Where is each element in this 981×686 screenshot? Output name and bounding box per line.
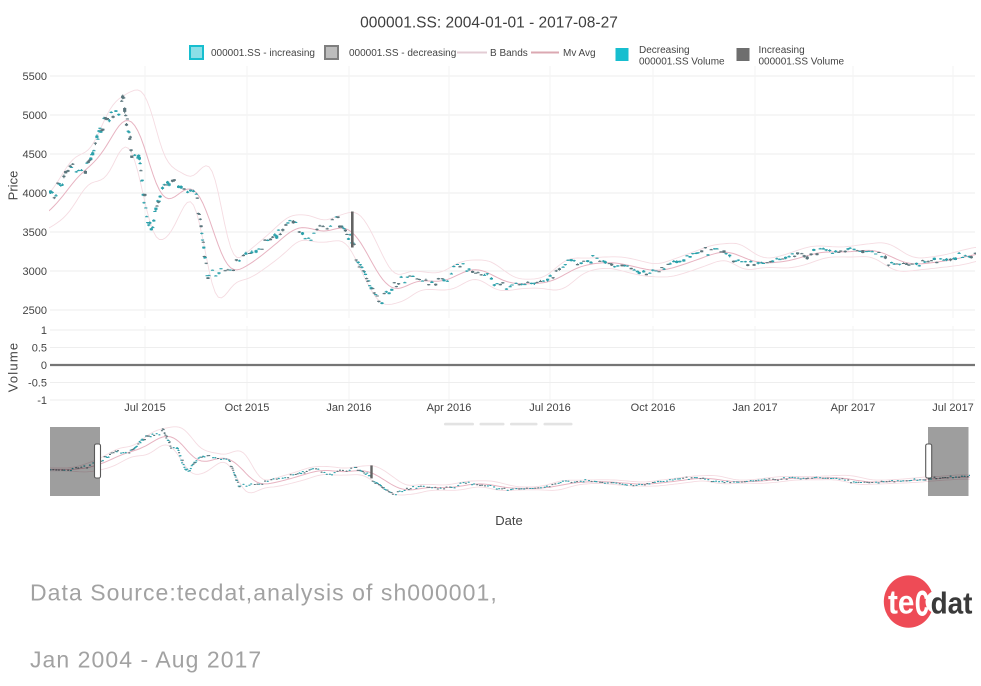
svg-text:c: c bbox=[915, 574, 929, 626]
svg-text:000001.SS - increasing: 000001.SS - increasing bbox=[211, 48, 315, 59]
svg-text:Apr 2017: Apr 2017 bbox=[831, 402, 876, 414]
svg-text:Oct 2016: Oct 2016 bbox=[631, 402, 676, 414]
svg-text:Jul 2015: Jul 2015 bbox=[124, 402, 166, 414]
svg-text:000001.SS: 2004-01-01 - 2017-0: 000001.SS: 2004-01-01 - 2017-08-27 bbox=[360, 15, 618, 32]
svg-text:Apr 2016: Apr 2016 bbox=[427, 402, 472, 414]
svg-text:-0.5: -0.5 bbox=[28, 378, 47, 390]
svg-text:Jan 2004 - Aug 2017: Jan 2004 - Aug 2017 bbox=[30, 647, 262, 673]
svg-text:1: 1 bbox=[41, 325, 47, 337]
svg-text:2500: 2500 bbox=[23, 305, 47, 317]
svg-text:Jul 2016: Jul 2016 bbox=[529, 402, 571, 414]
svg-text:0.5: 0.5 bbox=[32, 343, 47, 355]
svg-text:Volume: Volume bbox=[6, 342, 21, 393]
svg-text:Decreasing: Decreasing bbox=[639, 45, 690, 56]
svg-text:Mv Avg: Mv Avg bbox=[563, 48, 596, 59]
svg-text:000001.SS Volume: 000001.SS Volume bbox=[639, 57, 725, 68]
svg-text:Data Source:tecdat,analysis of: Data Source:tecdat,analysis of sh000001, bbox=[30, 580, 498, 606]
svg-text:5500: 5500 bbox=[23, 71, 47, 83]
svg-text:3000: 3000 bbox=[23, 266, 47, 278]
svg-text:Date: Date bbox=[495, 513, 522, 528]
svg-text:Jul 2017: Jul 2017 bbox=[932, 402, 974, 414]
svg-text:B Bands: B Bands bbox=[490, 48, 528, 59]
svg-text:-1: -1 bbox=[37, 395, 47, 407]
svg-text:000001.SS - decreasing: 000001.SS - decreasing bbox=[349, 48, 456, 59]
svg-text:dat: dat bbox=[931, 586, 973, 621]
svg-text:0: 0 bbox=[41, 360, 47, 372]
svg-text:3500: 3500 bbox=[23, 227, 47, 239]
svg-text:Jan 2016: Jan 2016 bbox=[326, 402, 371, 414]
svg-text:Price: Price bbox=[6, 171, 21, 201]
svg-text:te: te bbox=[888, 584, 914, 621]
svg-text:5000: 5000 bbox=[23, 110, 47, 122]
svg-text:Oct 2015: Oct 2015 bbox=[225, 402, 270, 414]
svg-text:Increasing: Increasing bbox=[759, 45, 805, 56]
svg-text:000001.SS Volume: 000001.SS Volume bbox=[759, 57, 845, 68]
svg-text:4500: 4500 bbox=[23, 149, 47, 161]
svg-text:Jan 2017: Jan 2017 bbox=[732, 402, 777, 414]
svg-text:4000: 4000 bbox=[23, 188, 47, 200]
